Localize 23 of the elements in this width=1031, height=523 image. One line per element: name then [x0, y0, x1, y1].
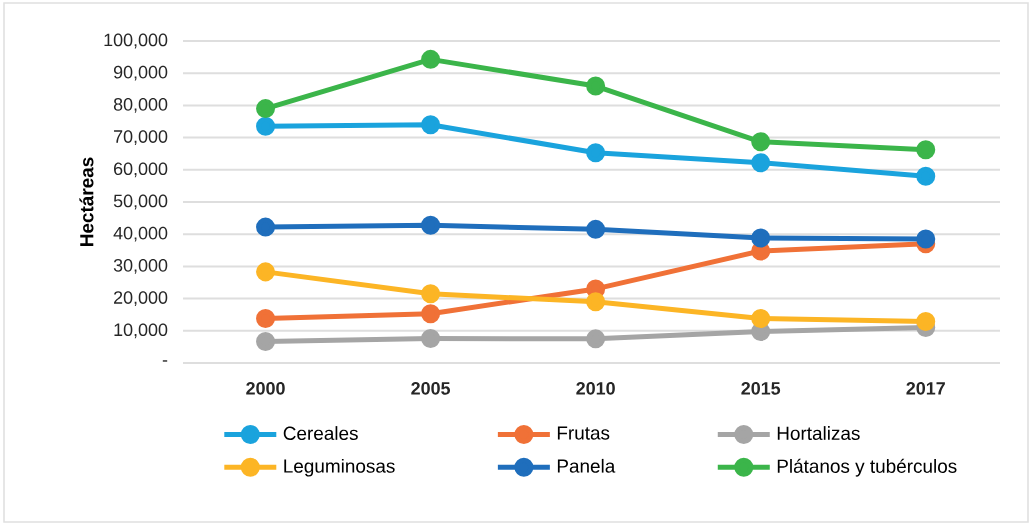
y-tick-label: - — [162, 360, 168, 362]
y-tick-label: 70,000 — [114, 130, 168, 145]
legend-label: Panela — [557, 458, 616, 473]
legend-label: Plátanos y tubérculos — [777, 458, 957, 477]
y-tick-label: 90,000 — [113, 65, 168, 81]
y-tick-label: 10,000 — [114, 323, 168, 339]
legend-label: Leguminosas — [284, 458, 395, 477]
y-tick-label: 60,000 — [114, 162, 168, 178]
x-tick-label: 2015 — [741, 382, 781, 395]
y-tick-label: 100,000 — [104, 33, 168, 49]
legend-label: Hortalizas — [777, 426, 860, 441]
y-axis-title: Hectáreas — [79, 157, 94, 246]
legend-label: Cereales — [283, 426, 358, 441]
y-tick-label: 20,000 — [114, 291, 168, 306]
y-tick-label: 40,000 — [113, 226, 168, 242]
x-tick-label: 2000 — [246, 382, 285, 395]
legend-label: Frutas — [557, 426, 610, 440]
x-tick-label: 2005 — [411, 382, 451, 395]
x-tick-label: 2017 — [906, 382, 945, 395]
y-tick-label: 50,000 — [113, 194, 168, 210]
y-tick-label: 80,000 — [113, 97, 168, 113]
y-tick-label: 30,000 — [113, 258, 168, 274]
x-tick-label: 2010 — [576, 382, 615, 395]
